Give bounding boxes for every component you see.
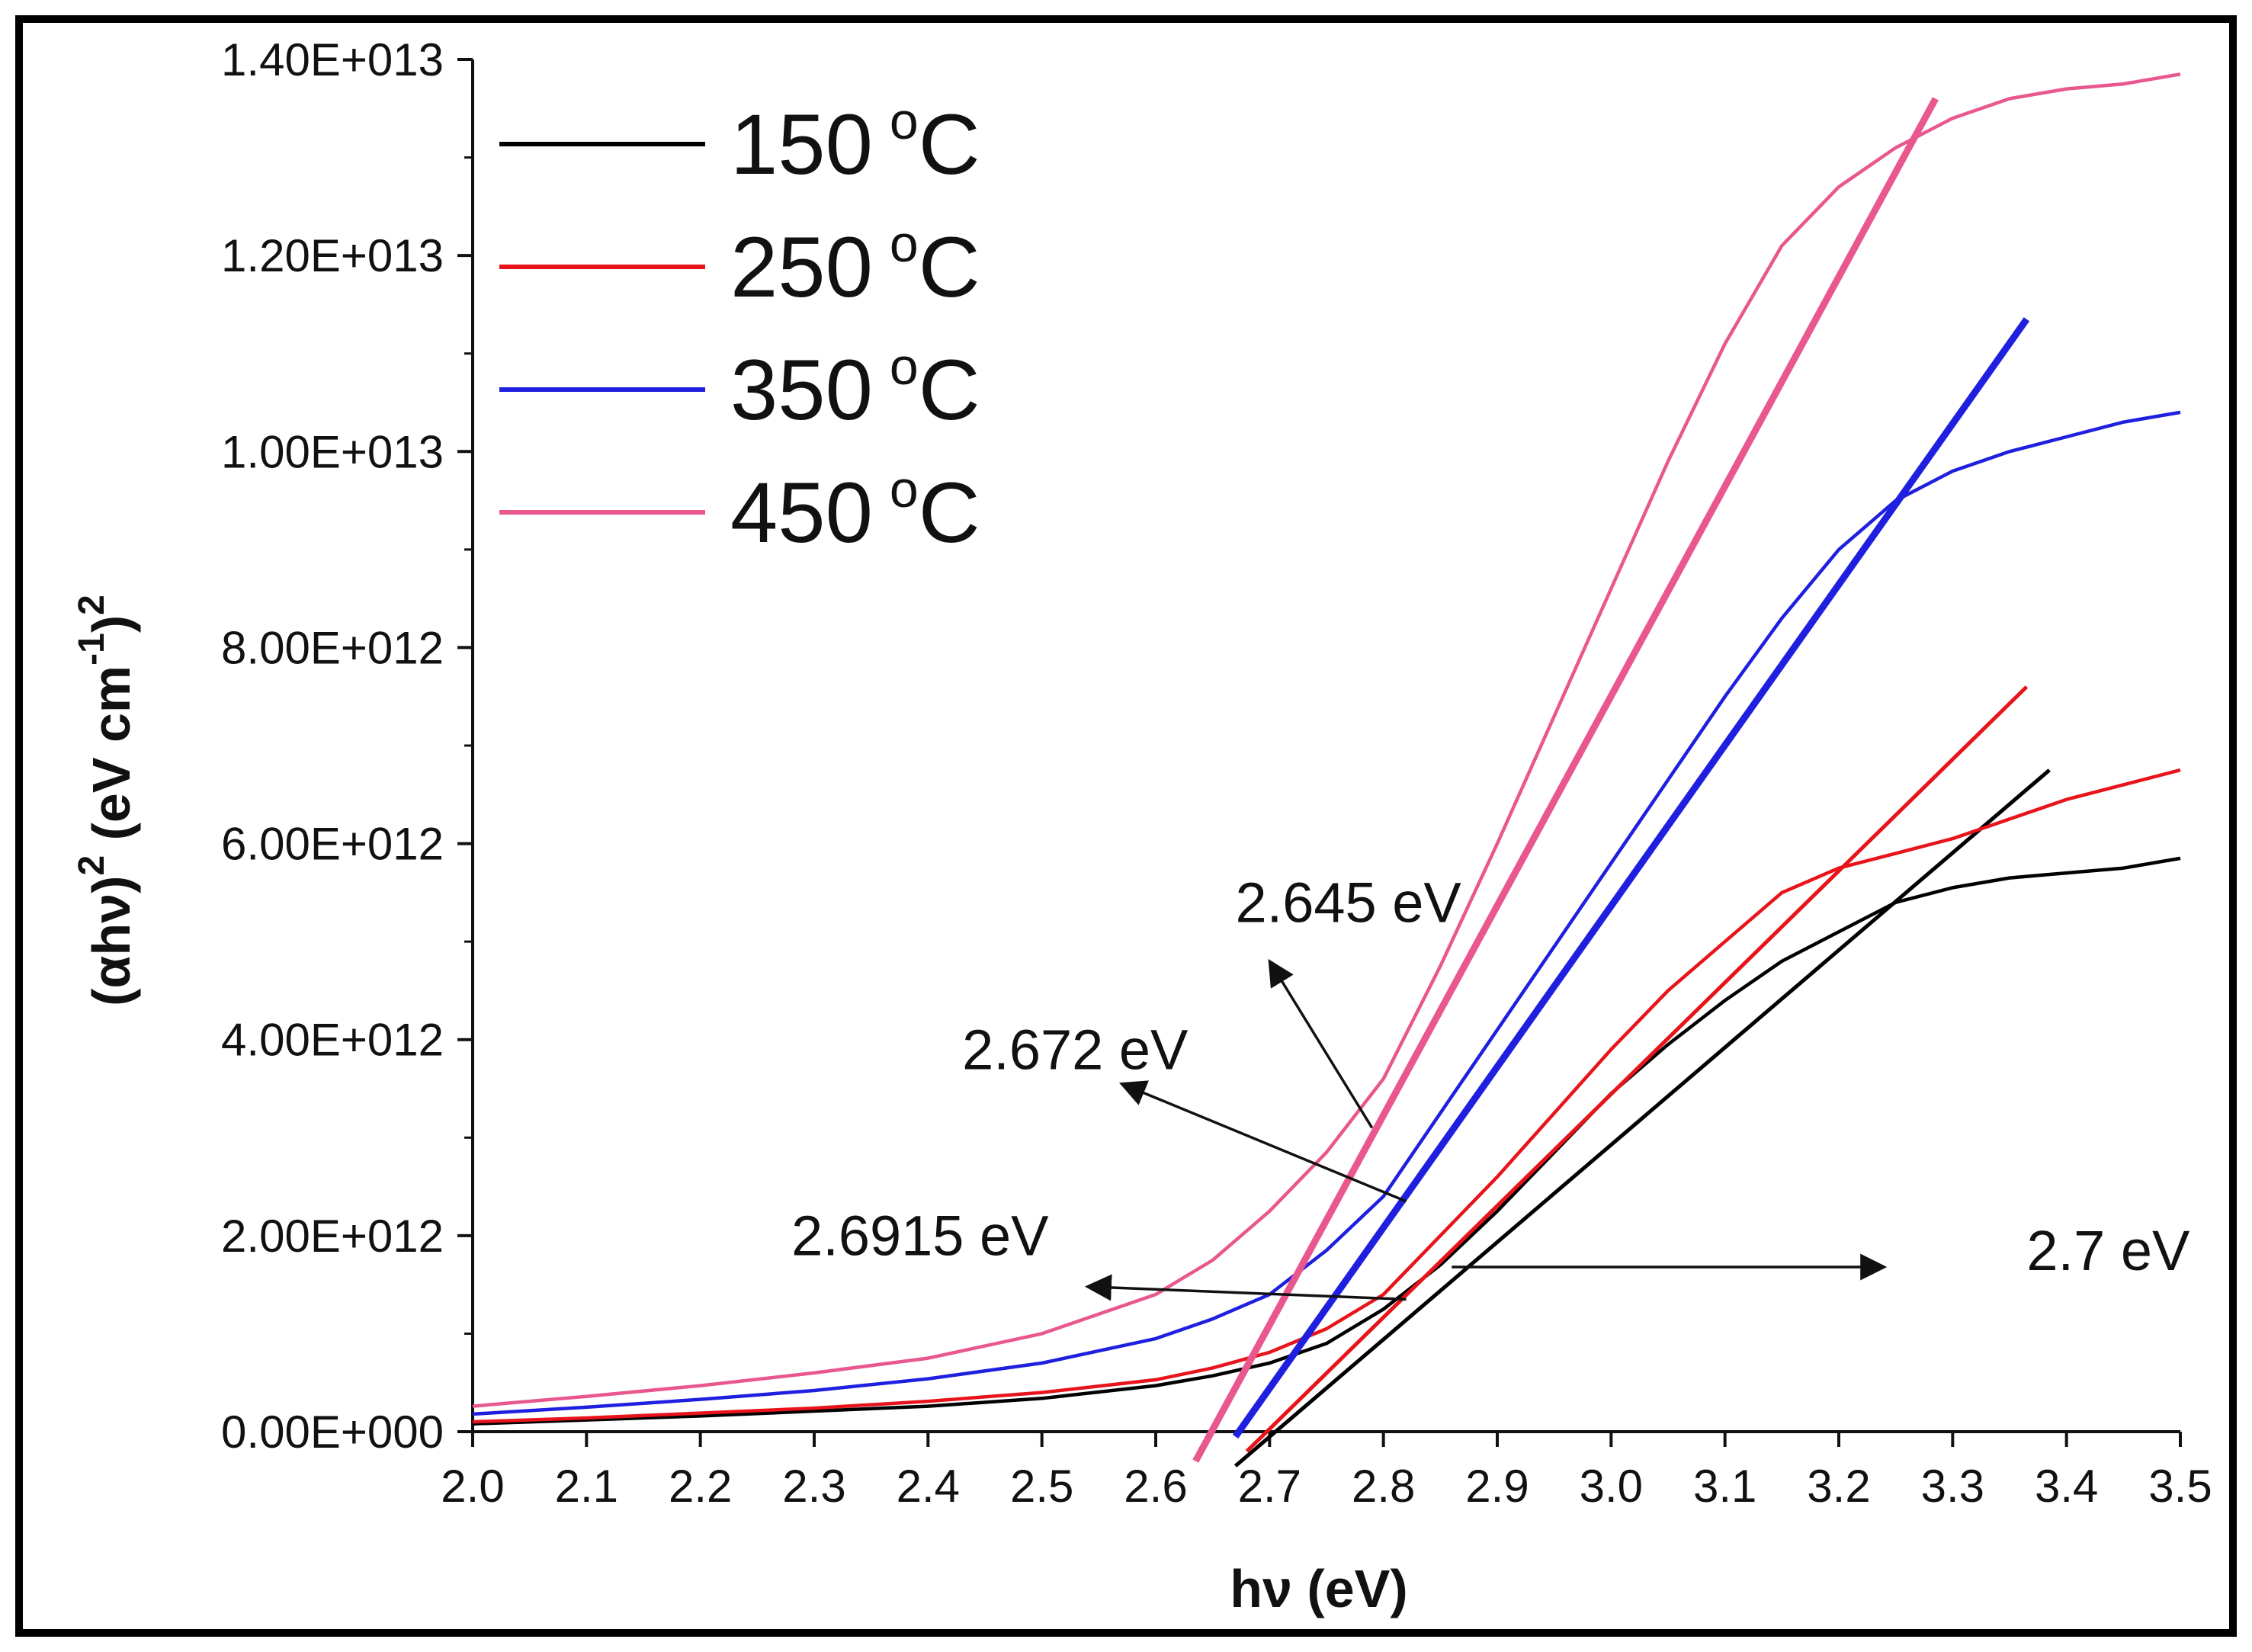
x-tick-label: 2.1 — [555, 1461, 618, 1512]
y-axis-title-sup2: -1 — [72, 633, 112, 666]
x-tick-label: 3.1 — [1693, 1461, 1756, 1512]
legend-degree-350: o — [890, 338, 919, 396]
legend-label-150: 150 oC — [730, 92, 980, 192]
x-tick-label: 3.2 — [1807, 1461, 1870, 1512]
x-tick-label: 2.6 — [1124, 1461, 1187, 1512]
x-tick-label: 2.3 — [782, 1461, 845, 1512]
y-tick-label: 1.00E+013 — [221, 426, 444, 477]
x-tick-label: 2.9 — [1465, 1461, 1529, 1512]
series-line-150 — [472, 856, 2181, 1426]
outer-frame — [15, 15, 2237, 1637]
series-line-350 — [472, 410, 2181, 1416]
y-axis-title-base: (αhν) — [82, 876, 141, 1006]
legend-num-450: 450 — [730, 465, 873, 560]
y-axis-title: (αhν)2 (eV cm-1)2 — [72, 595, 141, 1006]
legend-unit-450: C — [919, 465, 980, 560]
tangent-line — [1232, 317, 2030, 1439]
annotation-arrow — [1118, 1080, 1407, 1203]
x-tick-label: 2.0 — [441, 1461, 504, 1512]
legend-num-250: 250 — [730, 220, 873, 315]
y-tick-label: 1.20E+013 — [221, 230, 444, 281]
legend-label-250: 250 oC — [730, 215, 980, 315]
annotation-arrow — [1084, 1274, 1407, 1301]
series-line-250 — [472, 768, 2181, 1424]
legend-unit-350: C — [919, 342, 980, 438]
annotation-label: 2.6915 eV — [791, 1205, 1049, 1268]
x-tick-label: 3.3 — [1921, 1461, 1984, 1512]
legend: 150 oC 250 oC 350 oC 450 oC — [499, 92, 980, 560]
tangent-line — [1192, 97, 1939, 1463]
annotation-label: 2.672 eV — [962, 1018, 1189, 1081]
x-tick-label: 2.5 — [1010, 1461, 1073, 1512]
y-axis-title-sup3: 2 — [72, 595, 112, 615]
x-axis-title: hν (eV) — [1230, 1559, 1407, 1618]
y-tick-label: 1.40E+013 — [221, 34, 444, 85]
y-axis-title-end: ) — [82, 615, 141, 633]
fit-line-250 — [1245, 685, 2029, 1453]
fit-line-150 — [1233, 768, 2051, 1468]
annotation-label: 2.7 eV — [2026, 1219, 2190, 1282]
axes: 0.00E+000 2.00E+012 4.00E+012 6.00E+012 8.00… — [221, 34, 2212, 1512]
x-tick-label: 3.5 — [2148, 1461, 2212, 1512]
plot-area — [472, 72, 2181, 1468]
annotation-arrow — [1268, 958, 1374, 1129]
legend-degree-450: o — [890, 460, 919, 518]
x-tick-label: 2.2 — [669, 1461, 732, 1512]
series-line-450 — [472, 72, 2181, 1408]
annotation-label: 2.645 eV — [1236, 871, 1462, 934]
y-tick-label: 0.00E+000 — [221, 1407, 444, 1458]
x-tick-label: 2.4 — [897, 1461, 960, 1512]
legend-num-150: 150 — [730, 97, 873, 192]
y-axis-title-mid: (eV cm — [82, 666, 141, 855]
legend-num-350: 350 — [730, 342, 873, 438]
legend-unit-250: C — [919, 220, 980, 315]
legend-unit-150: C — [919, 97, 980, 192]
y-tick-label: 4.00E+012 — [221, 1015, 444, 1066]
y-tick-label: 8.00E+012 — [221, 622, 444, 673]
legend-degree-250: o — [890, 215, 919, 273]
y-axis-title-sup1: 2 — [72, 855, 112, 876]
x-tick-label: 2.7 — [1238, 1461, 1301, 1512]
x-tick-label: 3.4 — [2035, 1461, 2098, 1512]
x-tick-label: 3.0 — [1580, 1461, 1643, 1512]
annotations: 2.645 eV 2.672 eV 2.6915 eV 2.7 eV — [791, 871, 2190, 1301]
x-tick-label: 2.8 — [1352, 1461, 1415, 1512]
y-tick-label: 2.00E+012 — [221, 1211, 444, 1262]
legend-degree-150: o — [890, 92, 919, 150]
y-tick-label: 6.00E+012 — [221, 819, 444, 870]
legend-label-450: 450 oC — [730, 460, 980, 560]
legend-label-350: 350 oC — [730, 338, 980, 438]
